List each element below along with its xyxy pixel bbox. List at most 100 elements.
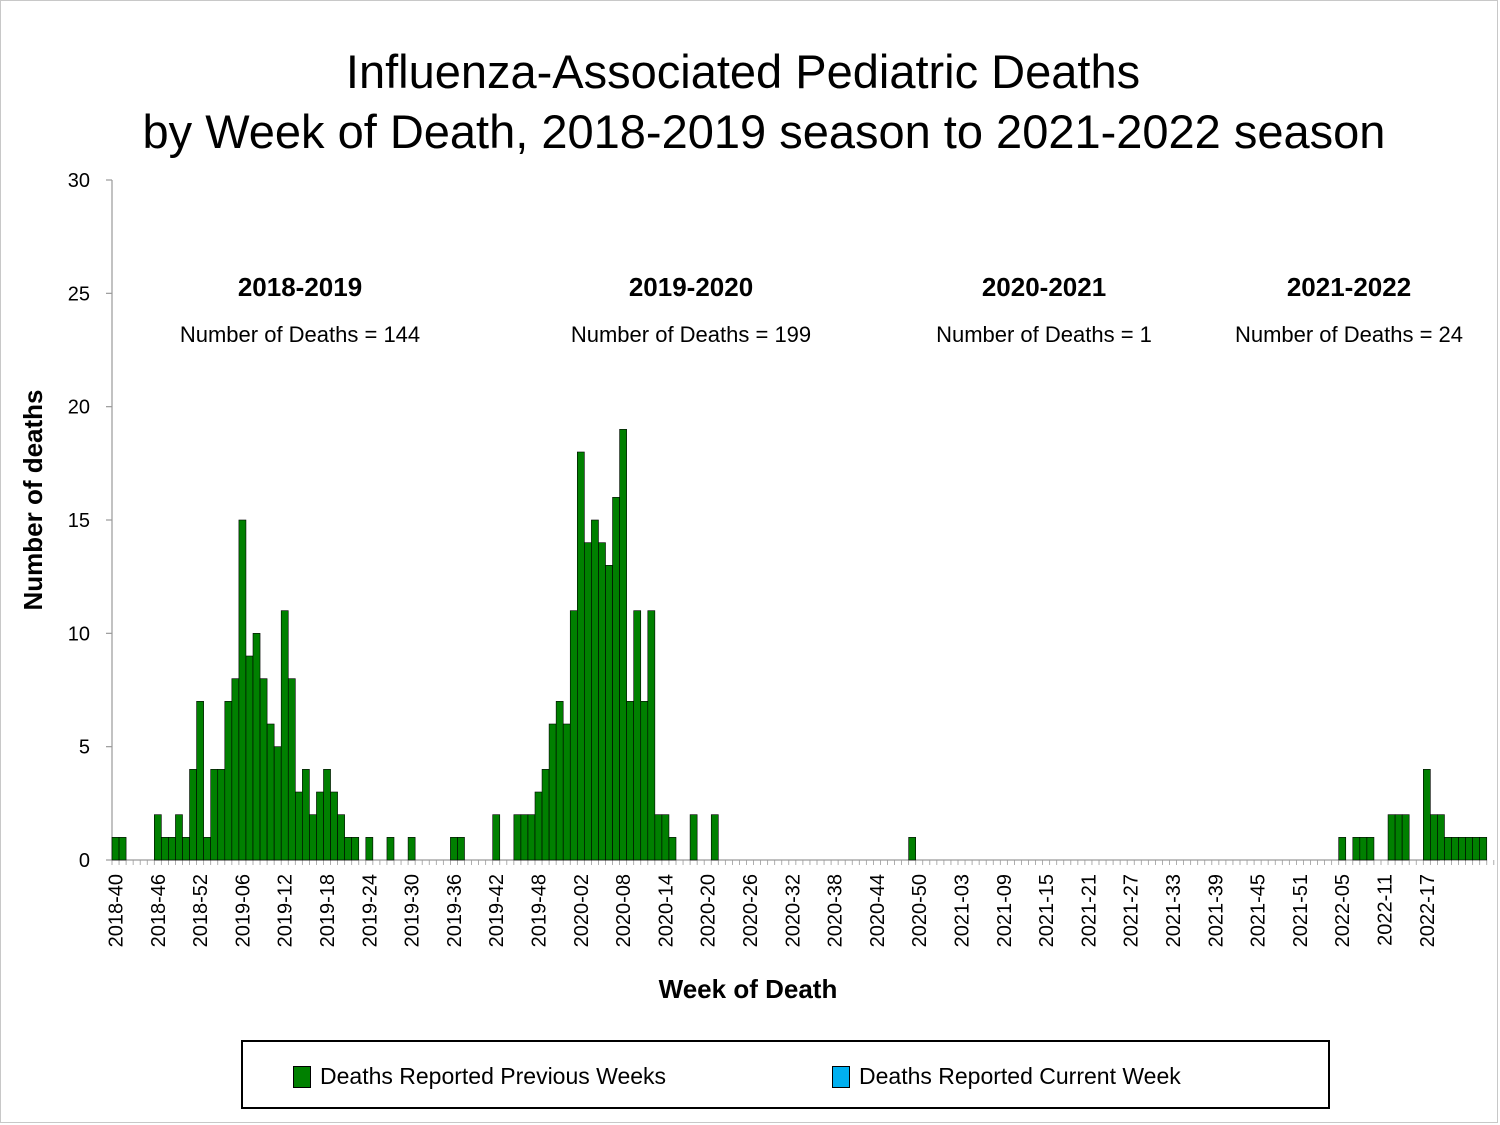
bar [1338,837,1347,861]
bar [168,837,176,861]
y-tick-label: 30 [68,170,90,192]
x-tick-label: 2019-12 [275,874,297,947]
bar [527,814,536,861]
bar [668,837,677,861]
season-label-2020-2021: 2020-2021 [982,272,1106,302]
bar [457,837,465,861]
x-tick-label: 2021-45 [1248,874,1270,947]
bar [203,837,211,861]
bar [154,814,162,861]
bar [175,814,183,861]
x-tick-label: 2020-14 [655,874,677,947]
x-tick-label: 2019-48 [529,874,551,947]
bar [1394,814,1403,861]
bar [562,723,571,861]
x-tick-label: 2020-02 [571,874,593,947]
bar [111,837,120,861]
y-axis-title: Number of deaths [18,389,48,610]
y-tick-label: 0 [79,850,90,872]
bar [259,678,268,861]
x-tick-label: 2020-44 [867,874,889,947]
bar [1437,814,1445,861]
bar [309,814,317,861]
bar [710,814,719,861]
bar [541,769,550,861]
chart-subtitle: by Week of Death, 2018-2019 season to 20… [142,105,1386,158]
bar [534,791,543,861]
bar [1472,837,1481,861]
season-label-2021-2022: 2021-2022 [1287,272,1411,302]
bar [351,837,360,861]
y-axis: 0 5 10 15 20 25 30 [68,170,113,872]
x-tick-label: 2018-46 [148,874,170,947]
bar [294,791,303,861]
bar [287,678,296,861]
x-tick-label: 2021-39 [1205,874,1227,947]
bar [598,542,606,861]
bar [302,769,310,861]
y-tick-label: 10 [68,623,90,645]
bar [1465,837,1473,861]
x-tick-label: 2019-24 [359,874,381,947]
bar [245,655,254,861]
x-tick-label: 2021-27 [1121,874,1143,947]
bar [633,610,642,861]
x-tick-label: 2021-33 [1163,874,1185,947]
y-tick-label: 15 [68,510,90,532]
bar-series [111,429,1488,861]
bar [1366,837,1375,861]
x-tick-label: 2020-08 [613,874,635,947]
bar [196,701,204,861]
bar [1401,814,1410,861]
bar [605,565,613,861]
bar [217,769,226,861]
legend-swatch-previous-weeks [293,1065,311,1088]
bar [1479,837,1488,861]
bar [337,814,345,861]
x-tick-label: 2019-42 [486,874,508,947]
season-label-2018-2019: 2018-2019 [238,272,362,302]
bar [273,746,282,861]
bar [266,723,275,861]
x-tick-label: 2020-38 [825,874,847,947]
bar [210,769,219,861]
bar [548,723,557,861]
bar [647,610,656,861]
y-tick-label: 25 [68,283,90,305]
y-tick-label: 5 [79,737,90,759]
x-axis: 2018-40 2018-46 2018-52 2019-06 2019-12 2019-… [106,859,1495,947]
x-tick-label: 2021-51 [1290,874,1312,947]
season-count-2021-2022: Number of Deaths = 24 [1235,322,1463,347]
chart-title: Influenza-Associated Pediatric Deaths [345,45,1141,98]
bar [591,519,599,861]
bar [182,837,190,861]
x-tick-label: 2021-21 [1078,874,1100,947]
bar [1352,837,1361,861]
bar [569,610,578,861]
legend-label-current-week: Deaths Reported Current Week [859,1063,1181,1089]
bar [1444,837,1452,861]
y-tick-label: 20 [68,397,90,419]
bar [323,769,331,861]
bar [908,837,917,861]
bar [280,610,289,861]
x-tick-label: 2019-36 [444,874,466,947]
bar [689,814,698,861]
bar [407,837,416,861]
bar [555,701,564,861]
legend-swatch-current-week [832,1065,850,1088]
bar [231,678,240,861]
x-tick-label: 2020-32 [782,874,804,947]
bar [1387,814,1396,861]
x-tick-label: 2022-05 [1332,874,1354,947]
x-tick-label: 2021-15 [1036,874,1058,947]
bar [576,451,585,861]
x-tick-label: 2019-06 [232,874,254,947]
legend: Deaths Reported Previous Weeks Deaths Re… [241,1040,1330,1109]
bar [189,769,197,861]
bar [330,791,338,861]
bar [1359,837,1368,861]
season-count-2020-2021: Number of Deaths = 1 [936,322,1152,347]
bar [252,633,261,861]
